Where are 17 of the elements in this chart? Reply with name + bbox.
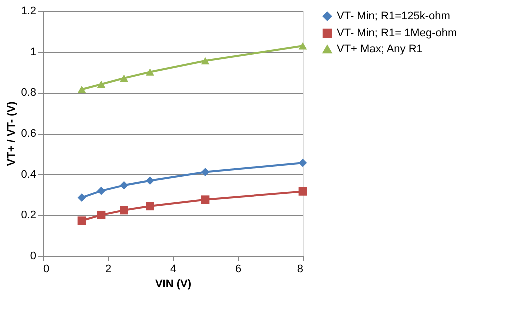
legend-label: VT- Min; R1= 1Meg-ohm [337, 28, 458, 40]
y-tick-label: 0.8 [21, 87, 36, 100]
y-axis-title: VT+ / VT- (V) [6, 101, 18, 166]
y-tick-label: 0.6 [21, 128, 36, 140]
x-tick-label: 6 [235, 264, 242, 276]
x-tick-label: 8 [297, 264, 304, 276]
x-tick-label: 4 [170, 264, 177, 276]
y-tick-label: 0 [30, 250, 36, 262]
y-tick-label: 1 [30, 46, 36, 58]
x-tick-label: 0 [44, 264, 50, 276]
legend-label: VT+ Max; Any R1 [337, 44, 423, 56]
legend-label: VT- Min; R1=125k-ohm [337, 10, 450, 22]
y-tick-label: 1.2 [21, 6, 36, 18]
x-tick-label: 2 [105, 264, 112, 276]
x-axis-title: VIN (V) [155, 278, 192, 290]
y-tick-label: 0.4 [21, 168, 36, 181]
y-tick-label: 0.2 [21, 210, 36, 222]
